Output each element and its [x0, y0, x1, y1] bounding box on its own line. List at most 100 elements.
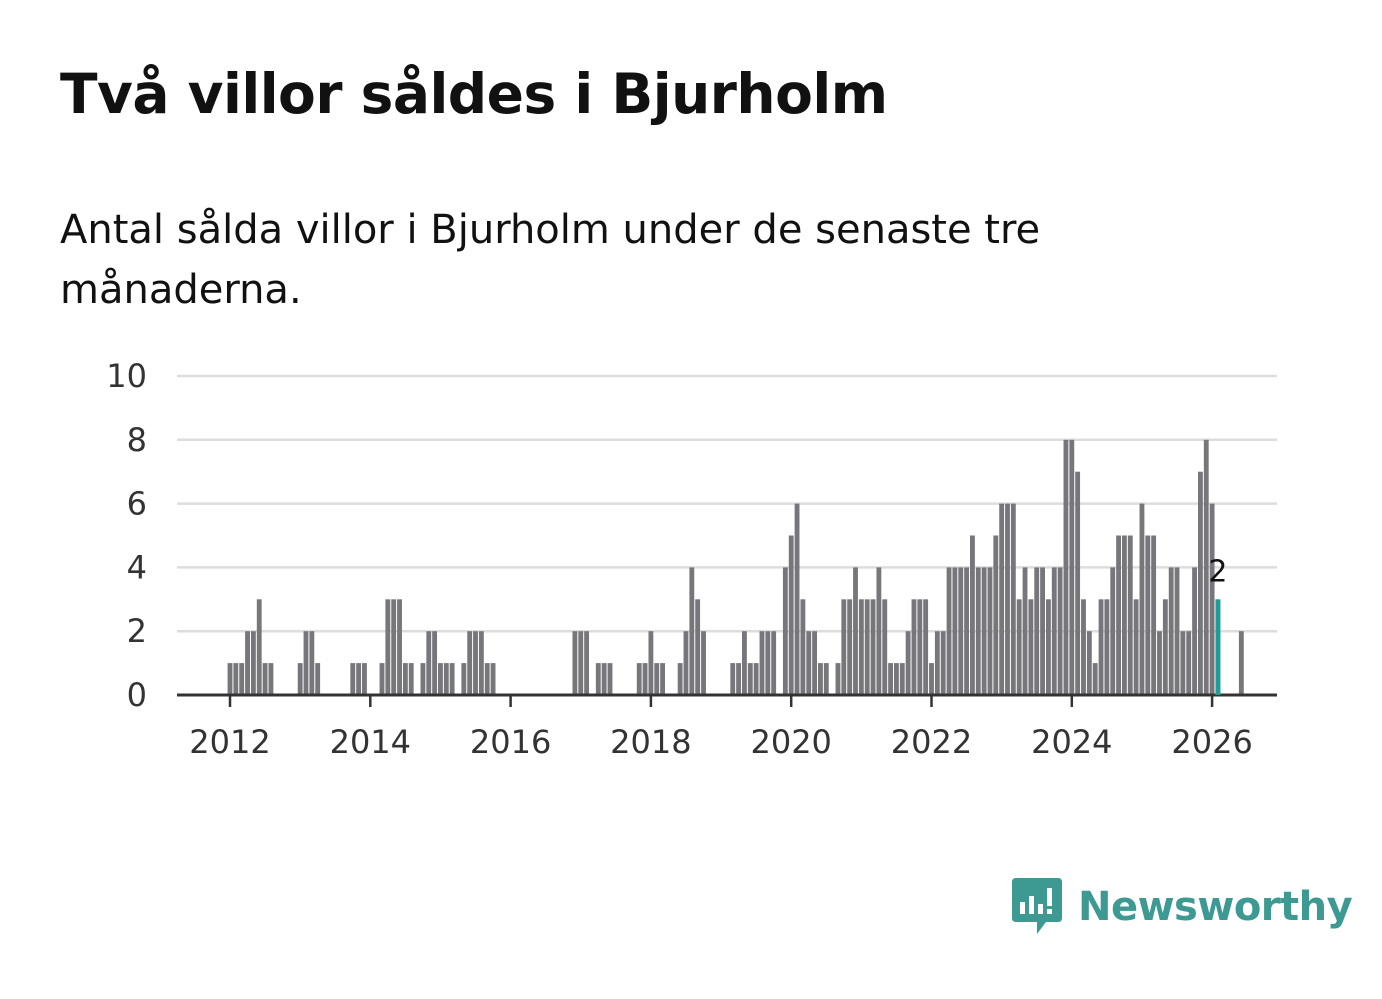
bar: [771, 631, 777, 695]
bar: [1057, 567, 1063, 695]
bar: [1022, 567, 1028, 695]
bar: [782, 567, 788, 695]
bar: [870, 599, 876, 695]
bar: [642, 663, 648, 695]
bar: [701, 631, 706, 695]
bar: [742, 631, 747, 695]
bar: [923, 599, 929, 695]
x-tick-label-2024: 2024: [1031, 723, 1112, 761]
bar: [864, 599, 870, 695]
bar: [397, 599, 402, 695]
y-tick-label-0: 0: [127, 676, 147, 714]
bar: [607, 663, 613, 695]
bar: [1139, 503, 1145, 695]
bar: [1174, 567, 1180, 695]
bar: [1168, 567, 1174, 695]
bar: [1016, 599, 1022, 695]
bar: [391, 599, 397, 695]
bar: [730, 663, 736, 695]
bar: [841, 599, 847, 695]
bar: [1203, 439, 1209, 695]
bar: [595, 663, 601, 695]
bar: [1151, 535, 1157, 695]
bar: [1028, 599, 1034, 695]
bar: [227, 663, 233, 695]
bar: [934, 631, 940, 695]
bar: [350, 663, 356, 695]
highlight-value-label: 2: [1208, 554, 1227, 589]
bar: [800, 599, 806, 695]
bar: [385, 599, 391, 695]
bar: [473, 631, 478, 695]
bar: [882, 599, 888, 695]
bar: [911, 599, 917, 695]
bar: [917, 599, 923, 695]
bar: [262, 663, 268, 695]
bar: [683, 631, 689, 695]
bar: [894, 663, 899, 695]
bar: [753, 663, 759, 695]
bar: [987, 567, 993, 695]
page-title: Två villor såldes i Bjurholm: [60, 62, 888, 126]
bar: [1034, 567, 1040, 695]
bar: [993, 535, 999, 695]
y-tick-label-10: 10: [106, 357, 147, 395]
bar: [1069, 439, 1075, 695]
bar: [362, 663, 367, 695]
bar: [256, 599, 262, 695]
bars: [227, 439, 1244, 695]
bar: [1133, 599, 1139, 695]
bar: [636, 663, 642, 695]
bar: [461, 663, 467, 695]
bar: [1086, 631, 1092, 695]
bar: [438, 663, 443, 695]
bar: [999, 503, 1005, 695]
bar: [835, 663, 841, 695]
bar: [245, 631, 250, 695]
x-tick-label-2022: 2022: [891, 723, 972, 761]
bar: [1127, 535, 1133, 695]
chart-subtitle: Antal sålda villor i Bjurholm under de s…: [60, 207, 1041, 313]
gridlines: [177, 374, 1277, 633]
bar: [250, 631, 256, 695]
bar: [379, 663, 385, 695]
bar: [601, 663, 607, 695]
bar: [747, 663, 753, 695]
x-tick-label-2026: 2026: [1171, 723, 1252, 761]
bar: [794, 503, 800, 695]
bar: [303, 631, 309, 695]
bar: [408, 663, 414, 695]
bar: [233, 663, 239, 695]
bar: [1157, 631, 1162, 695]
bar: [1045, 599, 1051, 695]
y-tick-label-2: 2: [127, 612, 147, 650]
bar: [1186, 631, 1192, 695]
x-tick-label-2018: 2018: [610, 723, 691, 761]
y-tick-label-4: 4: [127, 548, 147, 586]
bar: [297, 663, 303, 695]
newsworthy-logo: Newsworthy: [1010, 876, 1353, 938]
bar: [981, 567, 987, 695]
bar: [788, 535, 794, 695]
bar: [239, 663, 245, 695]
x-tick-label-2012: 2012: [189, 723, 270, 761]
bar: [1238, 631, 1244, 695]
bar: [1197, 471, 1203, 695]
bar: [443, 663, 449, 695]
bar: [578, 631, 584, 695]
bar: [899, 663, 905, 695]
bar: [1121, 535, 1127, 695]
bar: [315, 663, 321, 695]
bar: [648, 631, 654, 695]
bar: [812, 631, 818, 695]
bar: [823, 663, 829, 695]
bar: [695, 599, 701, 695]
bar: [970, 535, 975, 695]
x-axis-ticks: 2012 2014 2016 2018 2020 2022 2024 2026: [189, 695, 1253, 761]
y-tick-label-6: 6: [127, 485, 147, 523]
bar: [660, 663, 666, 695]
bar: [1005, 503, 1010, 695]
x-tick-label-2020: 2020: [750, 723, 831, 761]
bar: [1192, 567, 1197, 695]
bar: [268, 663, 274, 695]
